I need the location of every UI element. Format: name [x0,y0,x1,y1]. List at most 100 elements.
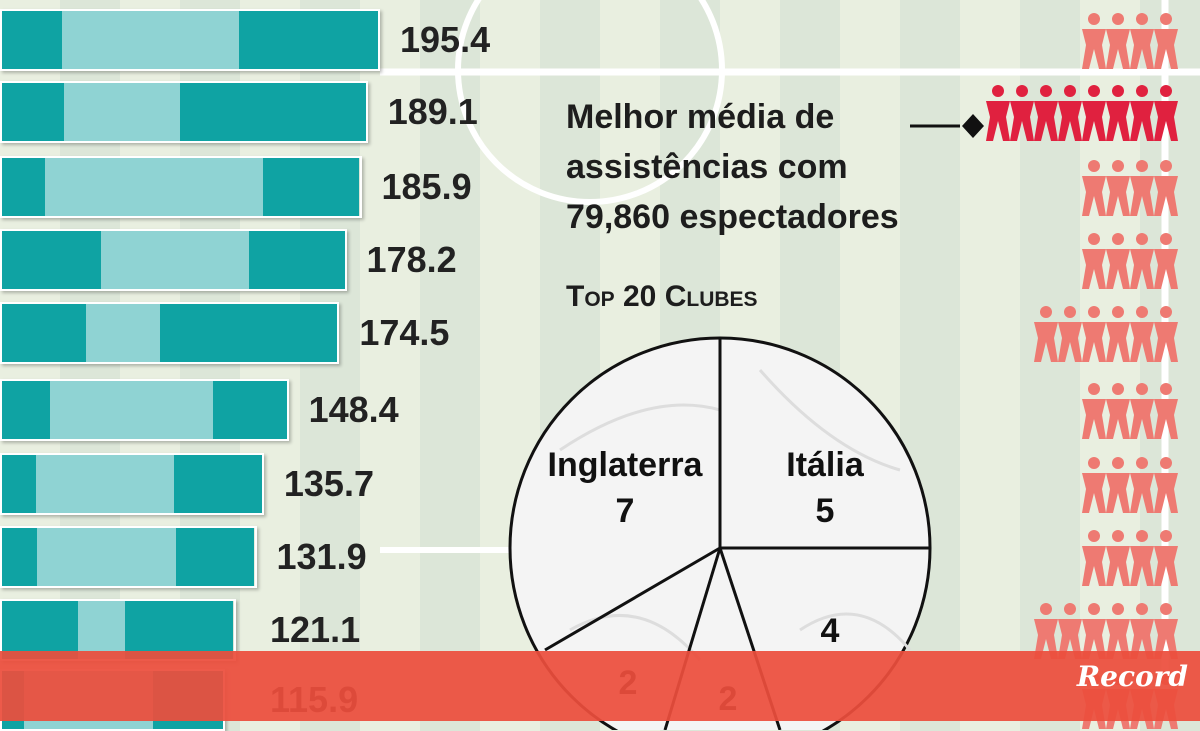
people-row [1082,11,1178,69]
bar [0,379,289,441]
person-icon [1130,530,1154,586]
bar-segment [63,83,181,141]
bar-segment [78,601,125,659]
person-icon [1130,13,1154,69]
bar [0,526,257,588]
bar-segment [2,231,102,289]
pie-slice-3: 4 [820,612,840,650]
bar [0,9,380,71]
person-icon [1154,383,1178,439]
record-logo: Record [1076,660,1188,693]
value-label: 121.1 [270,609,361,650]
pointer-diamond-icon [910,114,984,138]
bar-segment [44,158,263,216]
bar-segment [50,381,213,439]
people-row [1082,158,1178,216]
value-label: 131.9 [276,536,367,577]
bar-segment [2,83,64,141]
person-icon [1154,85,1178,141]
value-label: 174.5 [359,312,450,353]
bar [0,302,340,364]
bar-segment [2,158,45,216]
person-icon [1106,233,1130,289]
person-icon [1130,306,1154,362]
person-icon [1130,160,1154,216]
bar-segment [180,83,366,141]
value-label: 135.7 [283,463,374,504]
person-icon [1154,233,1178,289]
person-icon [1082,603,1106,659]
people-row [1082,231,1178,289]
person-icon [1058,306,1082,362]
person-icon [986,85,1010,141]
person-icon [1082,530,1106,586]
person-icon [1154,603,1178,659]
best-attendance-note: Melhor média de assistências com 79,860 … [566,92,899,242]
bar-segment [248,231,345,289]
bar-segment [124,601,234,659]
person-icon [1154,530,1178,586]
top20-title: Top 20 Clubes [566,280,758,313]
bar-segment [2,601,79,659]
bar [0,229,347,291]
person-icon [1154,306,1178,362]
person-icon [1154,13,1178,69]
value-label: 178.2 [366,239,457,280]
pie-ball [508,336,932,730]
pie-slice-italy: Itália 5 [786,446,864,530]
bar-segment [2,304,86,362]
people-row [986,83,1178,141]
person-icon [1082,85,1106,141]
bar-segment [262,158,360,216]
person-icon [1106,13,1130,69]
person-icon [1058,85,1082,141]
note-line: Melhor média de [566,98,835,136]
bar-segment [2,11,63,69]
person-icon [1106,457,1130,513]
bar-segment [176,528,255,586]
pie-slice-england: Inglaterra 7 [547,446,703,530]
value-label: 185.9 [381,166,472,207]
people-row [1082,455,1178,513]
person-icon [1010,85,1034,141]
bar-segment [2,528,38,586]
person-icon [1082,13,1106,69]
person-icon [1154,457,1178,513]
person-icon [1130,603,1154,659]
person-icon [1106,85,1130,141]
bar-segment [238,11,378,69]
bar [0,156,362,218]
person-icon [1058,603,1082,659]
bar-segment [173,455,262,513]
person-icon [1106,383,1130,439]
bar-segment [2,455,36,513]
bar-segment [35,455,174,513]
bar-segment [159,304,338,362]
people-row [1034,304,1178,362]
bar-segment [85,304,160,362]
person-icon [1082,233,1106,289]
person-icon [1130,85,1154,141]
people-row [1034,601,1178,659]
person-icon [1034,85,1058,141]
person-icon [1130,383,1154,439]
bar-segment [62,11,239,69]
person-icon [1034,306,1058,362]
bar [0,81,368,143]
person-icon [1082,160,1106,216]
person-icon [1106,160,1130,216]
person-icon [1154,160,1178,216]
note-line: assistências com [566,148,848,186]
value-label: 189.1 [387,91,478,132]
people-row [1082,528,1178,586]
person-icon [1034,603,1058,659]
value-label: 195.4 [400,19,491,60]
bar-segment [101,231,249,289]
people-row [1082,381,1178,439]
bar [0,599,236,661]
person-icon [1130,457,1154,513]
bar-segment [212,381,287,439]
red-banner [0,651,1200,721]
person-icon [1082,383,1106,439]
person-icon [1106,603,1130,659]
